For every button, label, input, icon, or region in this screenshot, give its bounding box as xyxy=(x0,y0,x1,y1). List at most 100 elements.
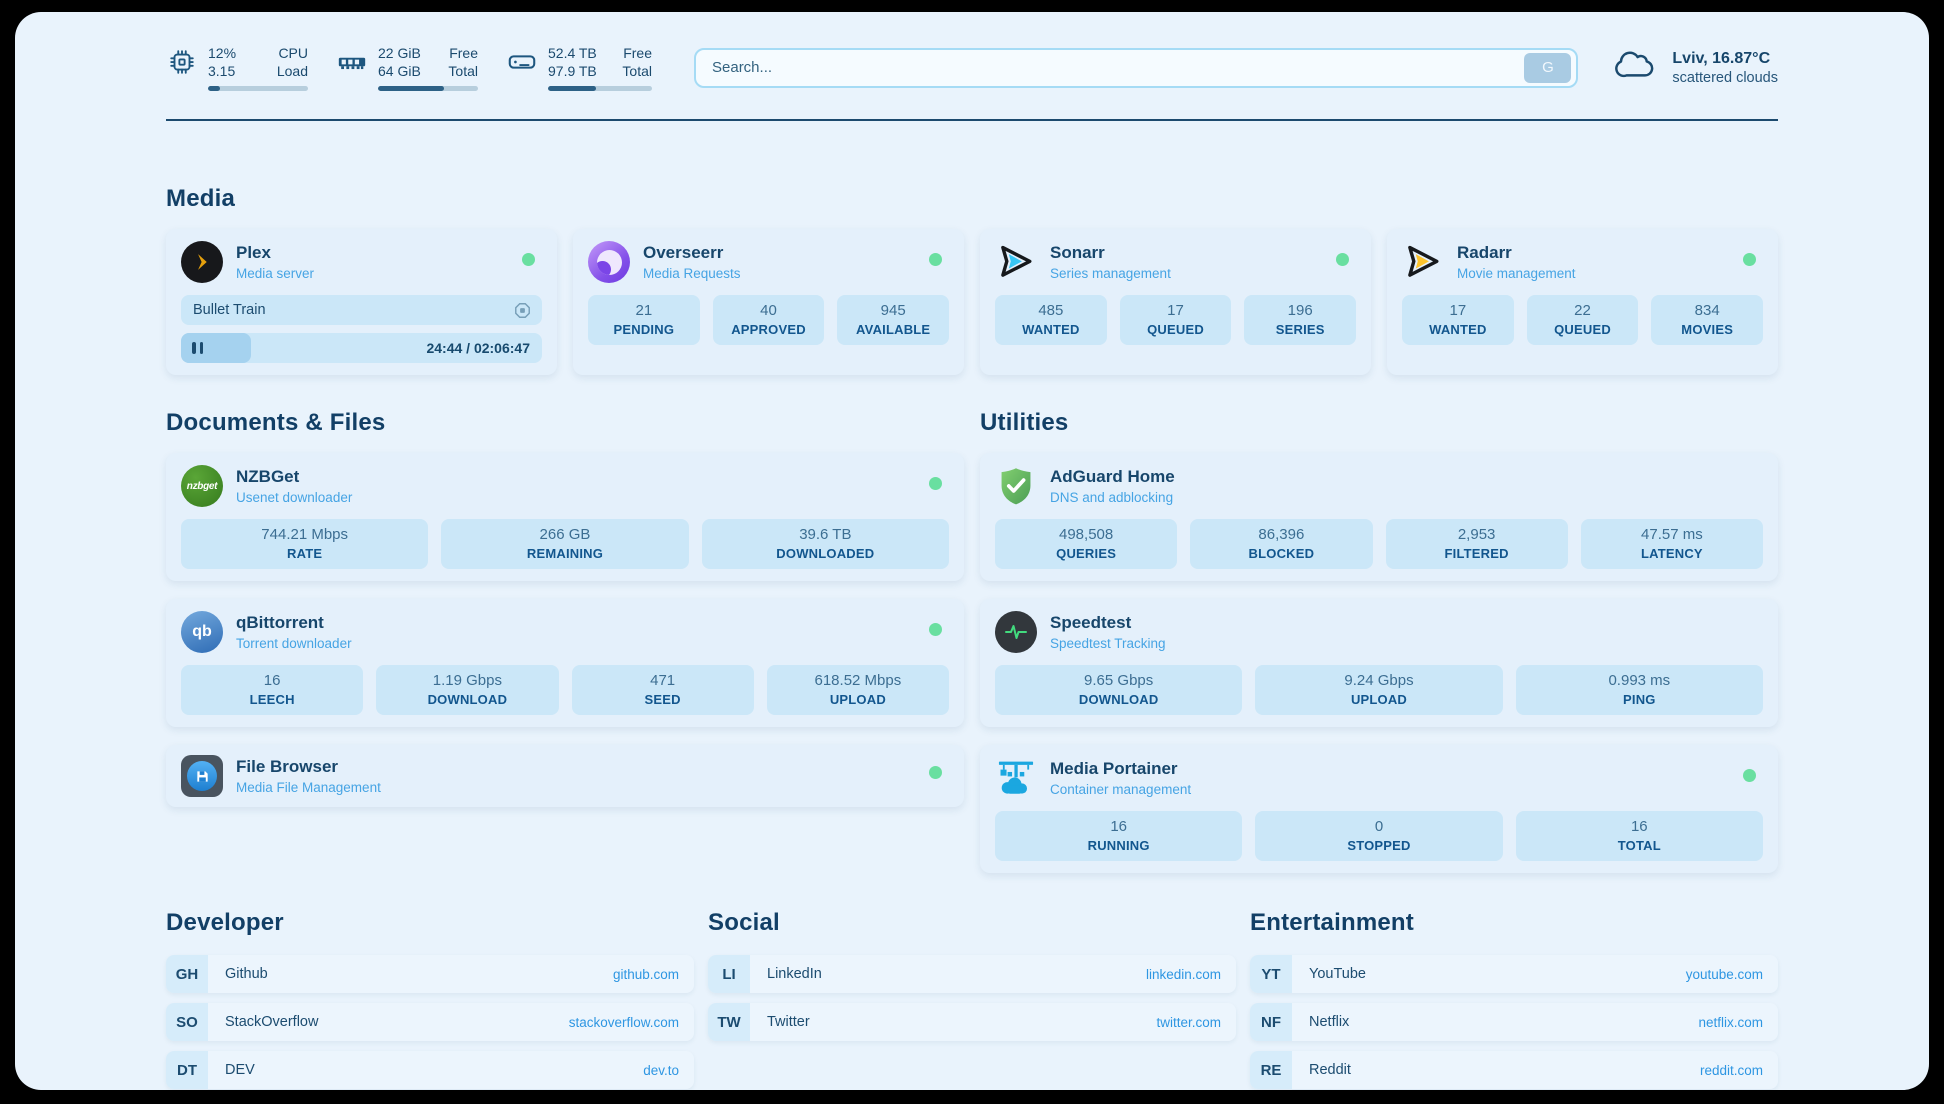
stat-value: 21 xyxy=(635,302,653,320)
media-section-title: Media xyxy=(166,185,236,213)
bookmark-row-twitter[interactable]: TW Twitter twitter.com xyxy=(708,1003,1236,1042)
stat-value: 86,396 xyxy=(1258,526,1305,544)
bookmark-row-linkedin[interactable]: LI LinkedIn linkedin.com xyxy=(708,955,1236,994)
stat-label: BLOCKED xyxy=(1248,546,1315,562)
app-card-radarr[interactable]: Radarr Movie management 17 WANTED 22 QUE… xyxy=(1387,229,1778,376)
cpu-stat: 12% 3.15 CPU Load xyxy=(166,44,308,92)
app-card-portainer[interactable]: Media Portainer Container management 16 … xyxy=(980,745,1778,874)
disk-total-label: Total xyxy=(622,63,652,80)
bookmark-url: dev.to xyxy=(643,1062,679,1078)
stat-value: 945 xyxy=(880,302,906,320)
dashboard-page: 12% 3.15 CPU Load xyxy=(15,12,1929,1090)
app-card-qbittorrent[interactable]: qb qBittorrent Torrent downloader 16 LEE… xyxy=(166,599,964,728)
disk-progress-fill xyxy=(548,86,596,92)
bookmark-url: youtube.com xyxy=(1685,966,1763,982)
developer-section: Developer GH Github github.com SO StackO… xyxy=(166,909,694,1090)
app-card-nzbget[interactable]: nzbget NZBGet Usenet downloader 744.21 M… xyxy=(166,453,964,582)
app-title: AdGuard Home xyxy=(1050,467,1175,487)
app-card-filebrowser[interactable]: File Browser Media File Management xyxy=(166,745,964,808)
stat-tile: 9.24 Gbps UPLOAD xyxy=(1255,665,1503,716)
entertainment-section: Entertainment YT YouTube youtube.com NF … xyxy=(1250,909,1778,1090)
stat-tile: 2,953 FILTERED xyxy=(1385,519,1568,570)
cloud-icon xyxy=(1614,48,1658,87)
disk-stat: 52.4 TB 97.9 TB Free Total xyxy=(506,44,652,92)
app-card-overseerr[interactable]: Overseerr Media Requests 21 PENDING 40 A… xyxy=(573,229,964,376)
disk-icon xyxy=(506,46,538,78)
ram-progress-bar xyxy=(378,86,478,92)
bookmark-row-youtube[interactable]: YT YouTube youtube.com xyxy=(1250,955,1778,994)
stat-value: 2,953 xyxy=(1457,526,1496,544)
bookmark-name: Reddit xyxy=(1309,1062,1351,1079)
bookmark-abbr: GH xyxy=(166,955,208,994)
bookmark-row-netflix[interactable]: NF Netflix netflix.com xyxy=(1250,1003,1778,1042)
nzbget-icon: nzbget xyxy=(181,465,223,508)
documents-section: Documents & Files nzbget NZBGet Usenet d… xyxy=(166,409,964,808)
stat-tile: 22 QUEUED xyxy=(1526,295,1639,346)
stat-value: 22 xyxy=(1574,302,1591,320)
stat-value: 0 xyxy=(1374,818,1384,836)
stat-tile: 1.19 Gbps DOWNLOAD xyxy=(376,665,559,716)
bookmark-url: reddit.com xyxy=(1699,1062,1763,1078)
pause-icon xyxy=(192,342,203,355)
stat-label: SERIES xyxy=(1275,322,1325,338)
disk-free-label: Free xyxy=(623,45,652,61)
ram-stat: 22 GiB 64 GiB Free Total xyxy=(336,44,478,92)
stat-label: RATE xyxy=(287,546,323,562)
stat-tile: 16 RUNNING xyxy=(995,811,1243,862)
bookmark-url: stackoverflow.com xyxy=(568,1014,679,1030)
disk-total-value: 97.9 TB xyxy=(548,63,597,80)
stat-label: STOPPED xyxy=(1347,838,1411,854)
stat-value: 196 xyxy=(1287,302,1313,320)
stat-value: 40 xyxy=(760,302,777,320)
search-input[interactable] xyxy=(712,59,1525,77)
stat-tile: 0.993 ms PING xyxy=(1515,665,1763,716)
bookmark-row-dev[interactable]: DT DEV dev.to xyxy=(166,1051,694,1090)
stat-label: QUEUED xyxy=(1147,322,1204,338)
utilities-section: Utilities AdGuard Home xyxy=(980,409,1778,874)
search-engine-button[interactable]: G xyxy=(1524,52,1572,83)
app-subtitle: Media server xyxy=(236,266,315,282)
bookmark-url: github.com xyxy=(612,966,679,982)
radarr-icon xyxy=(1402,241,1444,283)
stat-value: 471 xyxy=(650,672,676,690)
stat-label: APPROVED xyxy=(731,322,806,338)
stat-tile: 86,396 BLOCKED xyxy=(1190,519,1373,570)
media-section: Media Plex Media server Bullet Train xyxy=(166,185,1778,376)
app-subtitle: Torrent downloader xyxy=(236,636,352,652)
stat-value: 39.6 TB xyxy=(799,526,852,544)
app-card-speedtest[interactable]: Speedtest Speedtest Tracking 9.65 Gbps D… xyxy=(980,599,1778,728)
stat-value: 9.24 Gbps xyxy=(1344,672,1414,690)
stat-value: 266 GB xyxy=(539,526,591,544)
stat-label: MOVIES xyxy=(1681,322,1734,338)
stat-label: QUERIES xyxy=(1056,546,1117,562)
app-card-plex[interactable]: Plex Media server Bullet Train xyxy=(166,229,557,376)
stat-label: UPLOAD xyxy=(829,692,886,708)
stat-tile: 47.57 ms LATENCY xyxy=(1580,519,1763,570)
status-online-dot xyxy=(929,766,942,780)
bookmark-url: linkedin.com xyxy=(1145,966,1221,982)
bookmark-row-github[interactable]: GH Github github.com xyxy=(166,955,694,994)
speedtest-icon xyxy=(995,611,1037,654)
bookmark-abbr: NF xyxy=(1250,1003,1292,1042)
bookmark-row-reddit[interactable]: RE Reddit reddit.com xyxy=(1250,1051,1778,1090)
ram-total-label: Total xyxy=(448,63,478,80)
stat-value: 16 xyxy=(1110,818,1127,836)
app-card-sonarr[interactable]: Sonarr Series management 485 WANTED 17 Q… xyxy=(980,229,1371,376)
status-online-dot xyxy=(1743,253,1756,267)
stat-label: LATENCY xyxy=(1640,546,1703,562)
bookmark-row-stackoverflow[interactable]: SO StackOverflow stackoverflow.com xyxy=(166,1003,694,1042)
app-title: NZBGet xyxy=(236,467,300,487)
app-card-adguard[interactable]: AdGuard Home DNS and adblocking 498,508 … xyxy=(980,453,1778,582)
playback-progress-bar: 24:44 / 02:06:47 xyxy=(181,333,542,364)
stat-value: 744.21 Mbps xyxy=(261,526,349,544)
stat-value: 16 xyxy=(263,672,281,690)
stat-tile: 485 WANTED xyxy=(995,295,1107,346)
app-title: Plex xyxy=(236,243,271,263)
session-icon[interactable] xyxy=(513,301,532,320)
status-online-dot xyxy=(929,253,942,267)
app-subtitle: Container management xyxy=(1050,782,1192,798)
stat-label: DOWNLOAD xyxy=(1078,692,1159,708)
stat-tile: 16 TOTAL xyxy=(1515,811,1763,862)
weather-location-temp: Lviv, 16.87°C xyxy=(1672,49,1771,67)
stat-label: AVAILABLE xyxy=(856,322,931,338)
